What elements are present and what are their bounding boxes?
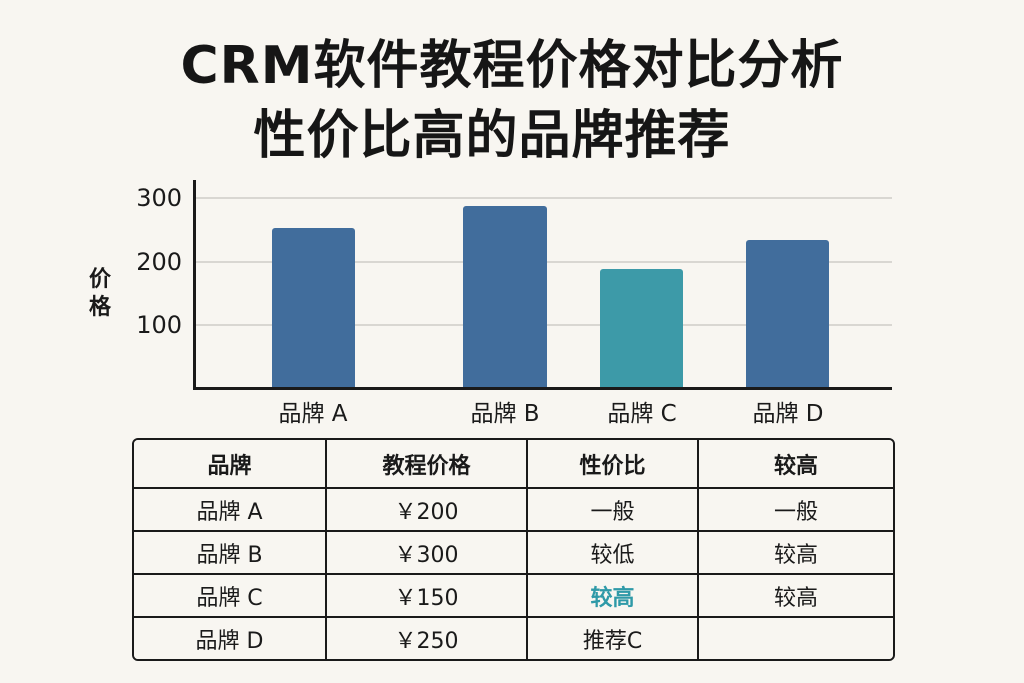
x-tick-brand-b: 品牌 B bbox=[470, 401, 540, 427]
table-row: 品牌 C ￥150 较高 较高 bbox=[134, 575, 893, 618]
cell-brand: 品牌 D bbox=[134, 618, 327, 659]
y-tick-100: 100 bbox=[136, 311, 182, 339]
cell-value: 较低 bbox=[528, 532, 699, 575]
page-title: CRM软件教程价格对比分析 bbox=[180, 36, 844, 96]
cell-brand: 品牌 A bbox=[134, 489, 327, 532]
cell-price: ￥200 bbox=[327, 489, 528, 532]
y-axis-label: 价格 bbox=[88, 267, 111, 320]
cell-value: 推荐C bbox=[528, 618, 699, 659]
cell-value-highlighted: 较高 bbox=[528, 575, 699, 618]
bar-brand-a bbox=[272, 228, 355, 388]
cell-rating: 一般 bbox=[699, 489, 893, 532]
cell-value: 一般 bbox=[528, 489, 699, 532]
page-subtitle: 性价比高的品牌推荐 bbox=[253, 106, 731, 166]
table-row: 品牌 D ￥250 推荐C bbox=[134, 618, 893, 659]
y-tick-200: 200 bbox=[136, 248, 182, 276]
x-tick-brand-a: 品牌 A bbox=[278, 401, 348, 427]
cell-brand: 品牌 C bbox=[134, 575, 327, 618]
gridline-300 bbox=[196, 197, 892, 199]
table-header-row: 品牌 教程价格 性价比 较高 bbox=[134, 440, 893, 489]
cell-brand: 品牌 B bbox=[134, 532, 327, 575]
header-brand: 品牌 bbox=[134, 440, 327, 489]
comparison-table: 品牌 教程价格 性价比 较高 品牌 A ￥200 一般 一般 品牌 B ￥300… bbox=[132, 438, 895, 661]
header-value: 性价比 bbox=[528, 440, 699, 489]
y-axis bbox=[193, 180, 196, 390]
cell-price: ￥250 bbox=[327, 618, 528, 659]
cell-rating bbox=[699, 618, 893, 659]
x-tick-brand-d: 品牌 D bbox=[752, 401, 824, 427]
cell-price: ￥150 bbox=[327, 575, 528, 618]
table-row: 品牌 B ￥300 较低 较高 bbox=[134, 532, 893, 575]
header-price: 教程价格 bbox=[327, 440, 528, 489]
cell-rating: 较高 bbox=[699, 575, 893, 618]
bar-brand-d bbox=[746, 240, 829, 388]
cell-price: ￥300 bbox=[327, 532, 528, 575]
x-axis bbox=[193, 387, 892, 390]
y-tick-300: 300 bbox=[136, 184, 182, 212]
bar-brand-c bbox=[600, 269, 683, 388]
x-tick-brand-c: 品牌 C bbox=[607, 401, 677, 427]
bar-brand-b bbox=[463, 206, 547, 388]
price-bar-chart: 300 200 100 价格 品牌 A 品牌 B 品牌 C 品牌 D bbox=[88, 180, 892, 427]
cell-rating: 较高 bbox=[699, 532, 893, 575]
header-rating: 较高 bbox=[699, 440, 893, 489]
table-row: 品牌 A ￥200 一般 一般 bbox=[134, 489, 893, 532]
